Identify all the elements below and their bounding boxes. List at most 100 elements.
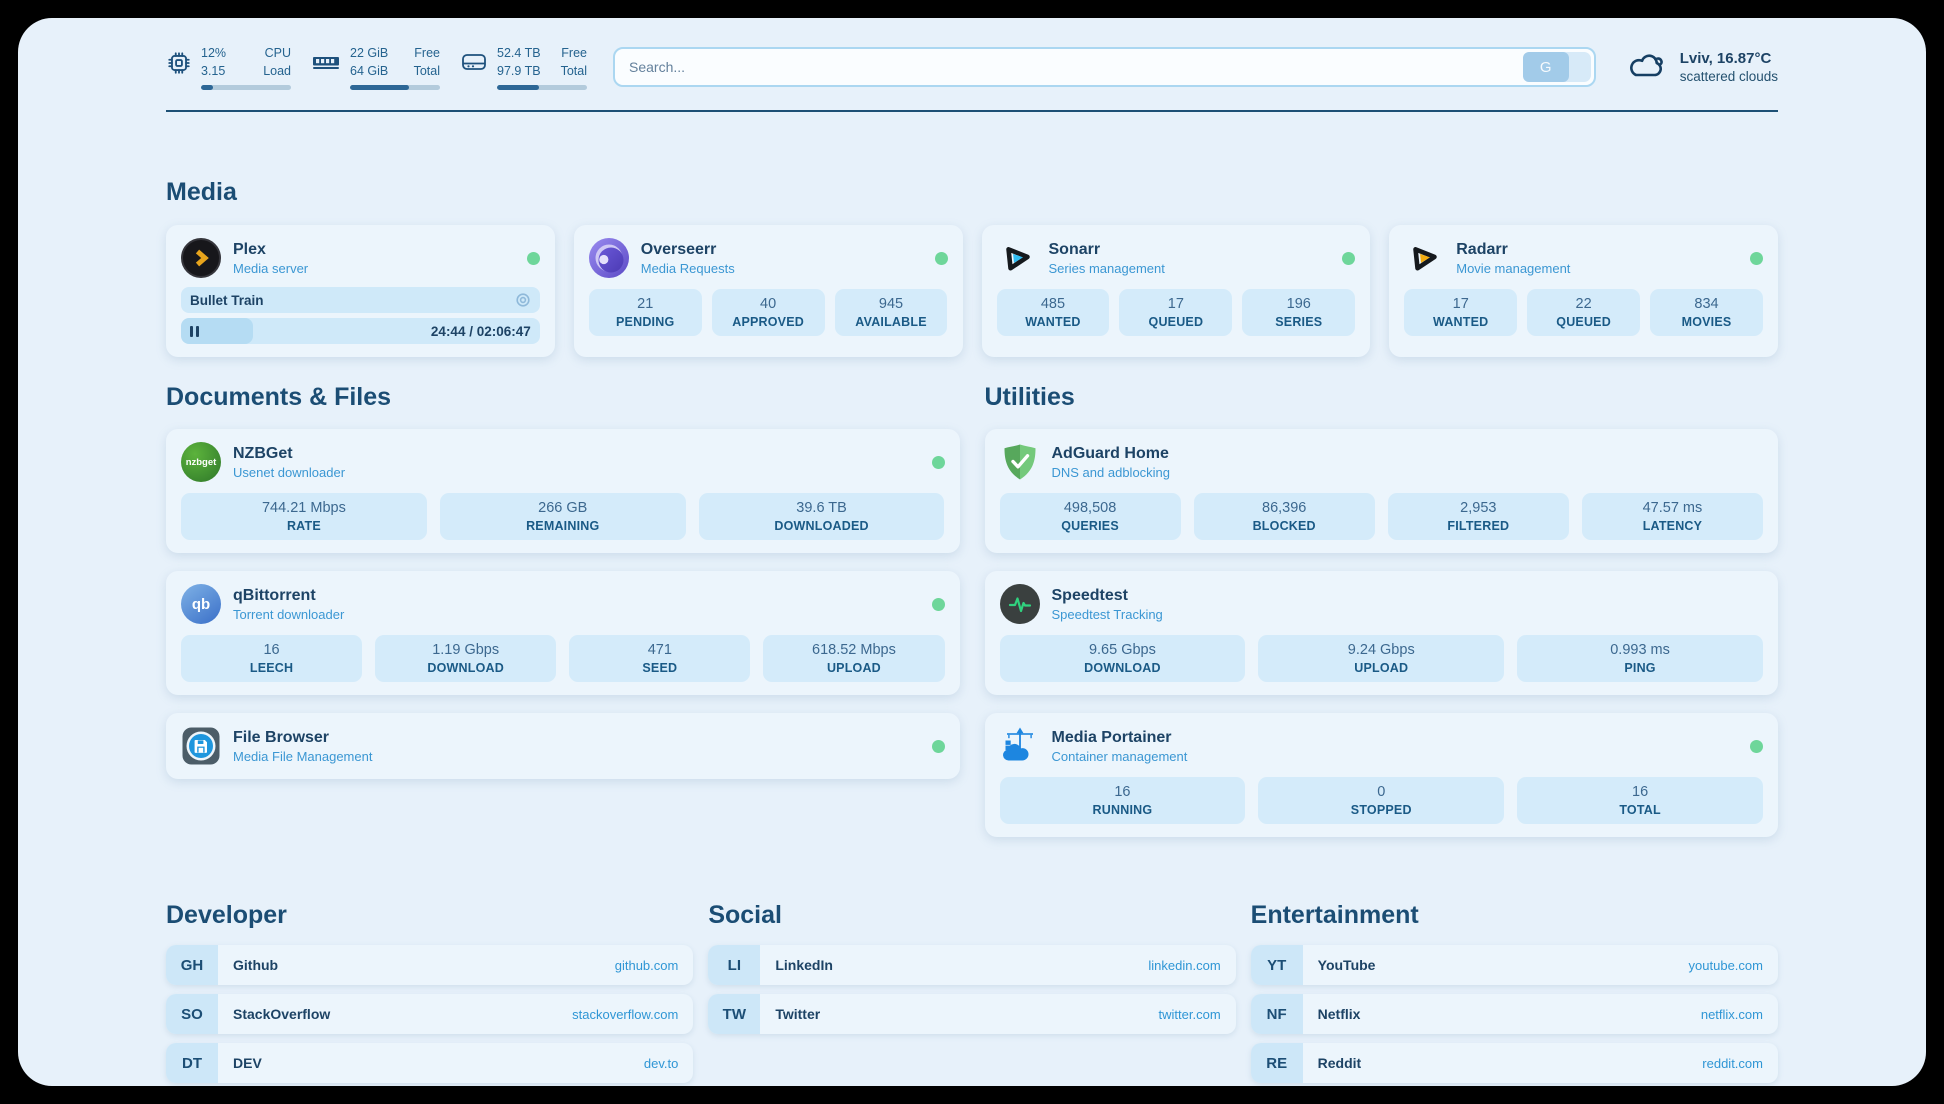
stat-box: 266 GB REMAINING [439,493,686,541]
ram-total-value: 64 GiB [350,64,389,79]
filebrowser-card[interactable]: File Browser Media File Management [166,713,960,780]
stat-box: 2,953 FILTERED [1387,493,1569,541]
qbittorrent-card[interactable]: qb qBittorrent Torrent downloader 16 LEE… [166,571,960,696]
status-dot [931,597,945,611]
stat-box: 1.19 Gbps DOWNLOAD [375,635,557,683]
cpu-icon [166,50,192,81]
adguard-card[interactable]: AdGuard Home DNS and adblocking 498,508 … [984,429,1778,554]
bookmark-abbr: DT [166,1043,218,1084]
now-playing-row: Bullet Train [181,287,540,314]
plex-icon [181,238,221,279]
status-dot [1342,251,1356,265]
bookmark-twitter[interactable]: TW Twitter twitter.com [708,994,1236,1035]
nzbget-card[interactable]: nzbget NZBGet Usenet downloader 744.21 M… [166,429,960,554]
bookmark-netflix[interactable]: NF Netflix netflix.com [1250,994,1778,1035]
cpu-stat: 12% 3.15 CPU Load [166,44,291,91]
section-title-entertainment: Entertainment [1250,901,1419,930]
status-dot [1750,739,1763,753]
app-subtitle: Series management [1048,260,1165,276]
social-column: Social LI LinkedIn linkedin.com TW Twitt… [708,901,1236,1086]
bookmark-reddit[interactable]: RE Reddit reddit.com [1250,1043,1778,1084]
disk-stat: 52.4 TB 97.9 TB Free Total [460,44,587,91]
bookmark-abbr: YT [1250,945,1303,986]
bookmark-name: Github [233,957,279,974]
bookmark-url: netflix.com [1700,1006,1763,1022]
search-bar: G [613,47,1596,88]
plex-card[interactable]: Plex Media server Bullet Train 24:44 / 0 [166,225,555,358]
ram-usage-bar [350,85,440,91]
bookmark-linkedin[interactable]: LI LinkedIn linkedin.com [708,945,1236,986]
bookmark-name: StackOverflow [233,1006,331,1023]
stat-box: 471 SEED [569,635,751,683]
section-title-developer: Developer [166,901,287,930]
portainer-card[interactable]: Media Portainer Container management 16 … [984,713,1778,838]
app-title: Radarr [1456,240,1508,258]
bookmark-url: youtube.com [1688,957,1763,973]
stat-box: 17 WANTED [1404,289,1518,337]
search-engine-area: G [1522,52,1591,83]
stat-box: 16 TOTAL [1517,777,1763,825]
stat-box: 834 MOVIES [1650,289,1763,337]
section-title-media: Media [166,178,237,207]
search-input[interactable] [613,47,1596,88]
media-grid: Plex Media server Bullet Train 24:44 / 0 [166,225,1778,358]
stat-box: 16 RUNNING [999,777,1246,825]
app-subtitle: Media server [233,260,309,276]
status-dot [931,739,945,753]
ram-icon [311,50,341,79]
system-stats: 12% 3.15 CPU Load [166,44,587,91]
bookmark-name: YouTube [1317,957,1376,974]
bookmark-dev[interactable]: DT DEV dev.to [166,1043,694,1084]
stat-box: 945 AVAILABLE [834,289,948,337]
stat-box: 196 SERIES [1242,289,1356,337]
search-engine-button[interactable]: G [1522,52,1569,83]
sonarr-icon [997,238,1037,278]
status-dot [1750,251,1763,265]
stat-box: 618.52 Mbps UPLOAD [763,635,945,683]
cpu-load-value: 3.15 [201,64,226,79]
app-title: Sonarr [1048,240,1101,258]
bookmark-abbr: NF [1250,994,1303,1035]
bookmark-name: DEV [233,1055,262,1072]
entertainment-column: Entertainment YT YouTube youtube.com NF … [1250,901,1778,1086]
ram-free-value: 22 GiB [350,46,389,60]
overseerr-card[interactable]: Overseerr Media Requests 21 PENDING 40 A… [573,225,963,358]
stat-box: 40 APPROVED [711,289,825,337]
qbittorrent-icon: qb [181,584,221,625]
bookmark-github[interactable]: GH Github github.com [166,945,694,986]
stat-box: 9.65 Gbps DOWNLOAD [999,635,1246,683]
documents-column: Documents & Files nzbget NZBGet Usenet d… [166,383,960,837]
app-subtitle: Container management [1051,748,1188,764]
stat-box: 498,508 QUERIES [999,493,1181,541]
stat-box: 744.21 Mbps RATE [181,493,427,541]
bookmark-url: dev.to [643,1055,679,1071]
app-subtitle: Movie management [1456,260,1571,276]
stat-box: 9.24 Gbps UPLOAD [1258,635,1505,683]
bookmark-stackoverflow[interactable]: SO StackOverflow stackoverflow.com [166,994,694,1035]
radarr-card[interactable]: Radarr Movie management 17 WANTED 22 QUE… [1389,225,1778,358]
session-icon[interactable] [515,292,531,308]
bookmark-abbr: TW [708,994,761,1035]
weather-widget[interactable]: Lviv, 16.87°C scattered clouds [1626,49,1778,86]
weather-condition: scattered clouds [1679,69,1778,85]
bookmark-url: github.com [614,957,679,973]
cpu-usage-bar [201,85,291,91]
app-subtitle: Speedtest Tracking [1051,606,1163,622]
portainer-icon [1000,726,1040,766]
stat-box: 39.6 TB DOWNLOADED [698,493,945,541]
app-title: Media Portainer [1051,728,1172,746]
cloud-icon [1626,49,1668,86]
app-title: Speedtest [1051,586,1128,604]
sonarr-card[interactable]: Sonarr Series management 485 WANTED 17 Q… [981,225,1371,358]
playback-progress: 24:44 / 02:06:47 [181,318,540,345]
bookmark-name: Twitter [775,1006,821,1023]
dashboard-page: 12% 3.15 CPU Load [18,18,1926,1086]
bookmark-url: linkedin.com [1148,957,1221,973]
app-title: AdGuard Home [1051,444,1169,462]
playback-time: 24:44 / 02:06:47 [430,323,531,339]
disk-usage-bar [497,85,587,91]
bookmark-youtube[interactable]: YT YouTube youtube.com [1250,945,1778,986]
speedtest-card[interactable]: Speedtest Speedtest Tracking 9.65 Gbps D… [984,571,1778,696]
app-title: Plex [233,240,266,258]
disk-icon [460,50,488,79]
